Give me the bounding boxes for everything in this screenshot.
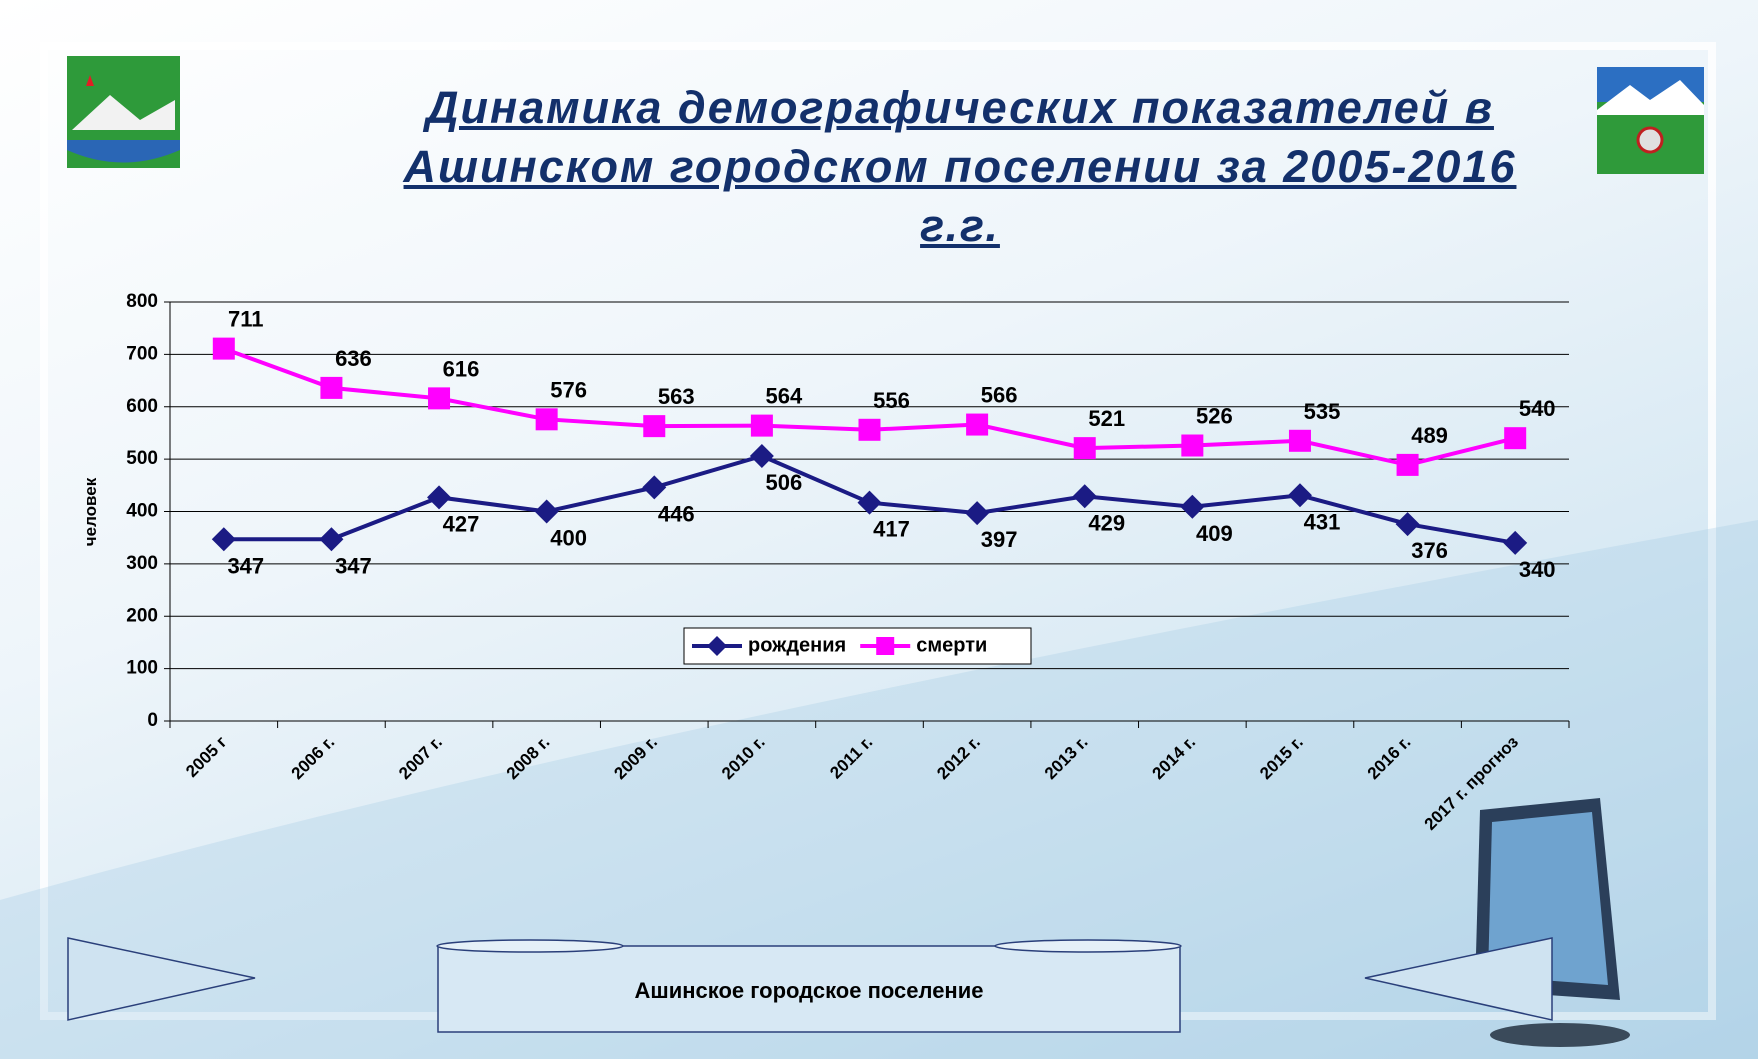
marker — [536, 408, 558, 430]
data-label: 376 — [1411, 538, 1448, 563]
data-label: 636 — [335, 346, 372, 371]
data-label: 556 — [873, 388, 910, 413]
data-label: 340 — [1519, 557, 1556, 582]
marker — [213, 338, 235, 360]
y-axis-label: человек — [81, 477, 100, 546]
marker — [535, 500, 559, 524]
marker — [427, 485, 451, 509]
y-tick-label: 700 — [126, 343, 158, 364]
legend: рождения смерти — [684, 628, 1031, 664]
marker — [966, 414, 988, 436]
marker — [1288, 483, 1312, 507]
marker — [965, 501, 989, 525]
legend-marker — [876, 637, 894, 655]
x-tick-label: 2007 г. — [395, 732, 446, 783]
y-tick-label: 500 — [126, 448, 158, 469]
data-label: 540 — [1519, 396, 1556, 421]
y-tick-label: 300 — [126, 553, 158, 574]
marker — [751, 415, 773, 437]
data-label: 616 — [443, 356, 480, 381]
y-tick-label: 100 — [126, 658, 158, 679]
data-label: 409 — [1196, 521, 1233, 546]
x-tick-label: 2005 г — [182, 732, 231, 781]
marker — [1397, 454, 1419, 476]
slide: Ашинское городское поселение человек 0 10… — [0, 0, 1758, 1059]
y-tick-label: 0 — [147, 710, 158, 731]
marker — [1503, 531, 1527, 555]
data-label: 347 — [227, 553, 264, 578]
data-label: 489 — [1411, 423, 1448, 448]
marker — [1289, 430, 1311, 452]
data-label: 431 — [1304, 509, 1341, 534]
y-tick-label: 400 — [126, 501, 158, 522]
data-label: 563 — [658, 384, 695, 409]
data-label: 521 — [1088, 406, 1125, 431]
data-label: 347 — [335, 553, 372, 578]
marker — [750, 444, 774, 468]
marker — [1181, 435, 1203, 457]
chart-title: Динамика демографических показателей в А… — [400, 78, 1520, 255]
marker — [1074, 437, 1096, 459]
x-tick-label: 2006 г. — [288, 732, 339, 783]
data-label: 576 — [550, 377, 587, 402]
data-label: 535 — [1304, 399, 1341, 424]
data-label: 526 — [1196, 404, 1233, 429]
marker — [1180, 495, 1204, 519]
data-label: 417 — [873, 517, 910, 542]
marker — [320, 377, 342, 399]
data-label: 566 — [981, 383, 1018, 408]
marker — [859, 419, 881, 441]
data-label: 446 — [658, 501, 695, 526]
data-label: 400 — [550, 526, 587, 551]
data-label: 429 — [1088, 510, 1125, 535]
right-emblem — [1597, 67, 1704, 174]
y-tick-label: 600 — [126, 396, 158, 417]
data-label: 427 — [443, 511, 480, 536]
data-label: 564 — [766, 384, 803, 409]
legend-label: рождения — [748, 634, 846, 656]
marker — [1504, 427, 1526, 449]
footer-text: Ашинское городское поселение — [635, 978, 984, 1003]
legend-label: смерти — [916, 634, 987, 656]
marker — [1073, 484, 1097, 508]
marker — [319, 527, 343, 551]
marker — [858, 491, 882, 515]
y-tick-label: 800 — [126, 291, 158, 312]
data-label: 506 — [766, 470, 803, 495]
marker — [212, 527, 236, 551]
marker — [1396, 512, 1420, 536]
y-tick-label: 200 — [126, 605, 158, 626]
marker — [643, 415, 665, 437]
data-label: 711 — [228, 307, 264, 332]
left-emblem — [67, 56, 180, 168]
data-label: 397 — [981, 527, 1018, 552]
marker — [642, 475, 666, 499]
marker — [428, 387, 450, 409]
